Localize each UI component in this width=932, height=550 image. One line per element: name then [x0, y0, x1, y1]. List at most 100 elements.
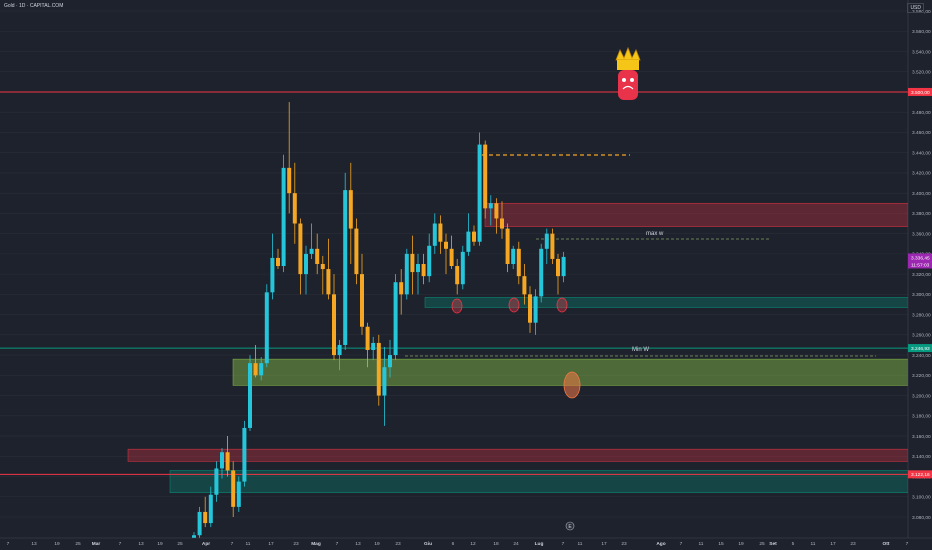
candle-body — [365, 326, 370, 351]
price-axis: 3.080,003.100,003.120,003.140,003.160,00… — [907, 0, 932, 550]
markers-layer — [451, 297, 581, 399]
time-tick: Mar — [92, 541, 101, 547]
price-tick: 3.260,00 — [912, 333, 931, 339]
candle-body — [421, 264, 426, 277]
candle-body — [466, 231, 471, 252]
time-tick: 17 — [601, 541, 607, 547]
candle-body — [360, 274, 364, 327]
candle-body — [522, 276, 527, 295]
time-tick: 19 — [738, 541, 744, 547]
time-tick: 25 — [759, 541, 765, 547]
dashed-levels-layer — [405, 154, 876, 357]
time-tick: 7 — [119, 541, 122, 547]
price-tick: 3.460,00 — [912, 130, 931, 136]
annotation-labels: max w Min W — [632, 231, 664, 353]
time-tick: 19 — [157, 541, 163, 547]
candle-body — [399, 282, 404, 295]
price-tick: 3.400,00 — [912, 191, 931, 197]
time-tick: Apr — [202, 541, 210, 547]
candle-body — [208, 494, 213, 524]
candle-body — [259, 363, 264, 376]
time-tick: 13 — [31, 541, 37, 547]
candle-body — [505, 228, 510, 264]
price-tick: 3.100,00 — [912, 495, 931, 501]
time-tick: 19 — [374, 541, 380, 547]
candles-layer — [192, 102, 566, 550]
candle-body — [438, 223, 443, 242]
price-tick: 3.300,00 — [912, 292, 931, 298]
candle-body — [354, 228, 359, 275]
price-tick: 3.540,00 — [912, 49, 931, 55]
candle-body — [404, 253, 409, 295]
price-tick: 3.220,00 — [912, 373, 931, 379]
currency-button[interactable]: USD — [907, 3, 924, 13]
candle-body — [500, 218, 504, 229]
candle-body — [427, 245, 432, 277]
candle-body — [477, 144, 482, 242]
candle-body — [276, 257, 280, 267]
candle-body — [309, 248, 314, 254]
candle-body — [376, 342, 381, 396]
candle-body — [561, 256, 566, 277]
time-tick: 7 — [906, 541, 909, 547]
time-tick: 25 — [177, 541, 183, 547]
time-tick: 23 — [293, 541, 299, 547]
time-tick: 12 — [470, 541, 476, 547]
candle-body — [197, 511, 202, 536]
price-label: 3.122,16 — [911, 472, 930, 478]
candle-body — [539, 248, 544, 297]
price-tick: 3.200,00 — [912, 393, 931, 399]
annotation-min-w: Min W — [632, 347, 649, 353]
candle-body — [298, 223, 303, 275]
touch-marker — [508, 297, 520, 313]
time-tick: 6 — [452, 541, 455, 547]
time-tick: 23 — [395, 541, 401, 547]
time-tick: 17 — [830, 541, 836, 547]
time-tick: Lug — [535, 541, 544, 547]
time-tick: 24 — [513, 541, 519, 547]
time-tick: 13 — [138, 541, 144, 547]
horizontal-lines-layer — [0, 91, 908, 475]
time-axis: 7 13 19 25 Mar 7 13 19 25 Apr 7 11 17 23 Mag 7 13 19 23 Giu… — [0, 537, 932, 550]
candle-body — [556, 258, 560, 277]
candle-body — [432, 223, 437, 246]
candle-body — [287, 167, 292, 194]
candle-body — [332, 294, 336, 356]
candle-body — [460, 251, 465, 285]
symbol-title[interactable]: Gold · 1D · CAPITAL.COM — [4, 3, 64, 9]
candle-body — [371, 342, 376, 351]
target-marker — [563, 371, 581, 399]
time-tick: 25 — [75, 541, 81, 547]
time-tick: Ott — [883, 541, 890, 547]
price-label: 3.500,00 — [911, 90, 930, 96]
time-tick: 15 — [718, 541, 724, 547]
price-tick: 3.160,00 — [912, 434, 931, 440]
candle-body — [382, 367, 387, 396]
candle-body — [494, 203, 499, 219]
price-label-bg — [908, 260, 932, 269]
price-tick: 3.180,00 — [912, 414, 931, 420]
price-tick: 3.380,00 — [912, 211, 931, 217]
zone-demand — [169, 470, 909, 494]
price-tick: 3.420,00 — [912, 171, 931, 177]
candle-body — [388, 355, 392, 368]
time-tick: Ago — [656, 541, 665, 547]
price-label-bg — [908, 344, 932, 353]
price-label-bg — [908, 87, 932, 96]
time-tick: 5 — [792, 541, 795, 547]
svg-text:E: E — [568, 524, 572, 530]
time-tick: 11 — [699, 541, 704, 547]
price-tick: 3.320,00 — [912, 272, 931, 278]
candle-body — [270, 257, 275, 293]
candle-body — [455, 266, 460, 285]
zone-supply — [484, 202, 909, 227]
candle-body — [203, 511, 208, 524]
candle-body — [528, 294, 532, 323]
time-tick: 7 — [231, 541, 234, 547]
candle-body — [242, 427, 247, 482]
candle-body — [220, 452, 224, 469]
price-tick: 3.520,00 — [912, 70, 931, 76]
price-label-bg — [908, 253, 932, 262]
